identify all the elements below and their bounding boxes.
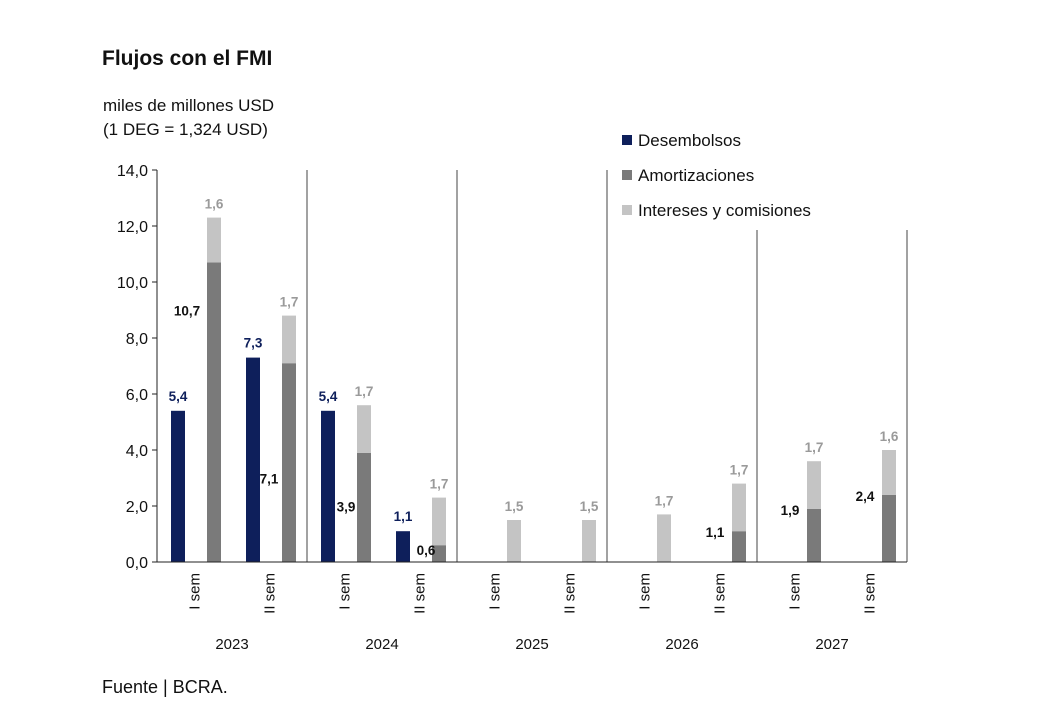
legend-desembolsos-label: Desembolsos [638,131,741,150]
bar-amortizaciones [807,508,821,562]
category-label: I sem [487,573,504,610]
chart-title: Flujos con el FMI [102,47,273,70]
label-intereses: 1,7 [355,384,374,399]
label-desembolsos: 1,1 [394,509,413,524]
y-tick-label: 10,0 [117,275,148,292]
year-label: 2024 [365,636,398,653]
label-intereses: 1,7 [655,493,674,508]
category-label: I sem [187,573,204,610]
label-desembolsos: 5,4 [169,389,188,404]
legend: Desembolsos Amortizaciones Intereses y com… [622,131,811,220]
category-label: II sem [862,573,879,614]
category-label: II sem [712,573,729,614]
label-intereses: 1,6 [880,429,899,444]
year-label: 2027 [815,636,848,653]
category-label: II sem [562,573,579,614]
unit-conversion-label: (1 DEG = 1,324 USD) [103,120,268,139]
label-intereses: 1,6 [205,197,224,212]
bar-desembolsos [171,410,185,562]
legend-intereses-swatch [622,205,632,215]
label-desembolsos: 7,3 [244,336,263,351]
label-intereses: 1,5 [505,499,524,514]
legend-amortizaciones-swatch [622,170,632,180]
bar-amortizaciones [882,494,896,562]
bar-desembolsos [321,410,335,562]
bars [171,217,896,562]
axes: 0,0 2,0 4,0 6,0 8,0 10,0 12,0 14,0 2023 2024 2025 2… [117,163,907,653]
label-amortizaciones: 2,4 [856,489,875,504]
bar-desembolsos [246,357,260,562]
bar-intereses [357,405,371,453]
bar-amortizaciones [357,452,371,562]
label-intereses: 1,7 [280,295,299,310]
y-tick-label: 2,0 [126,499,148,516]
bar-intereses [732,483,746,532]
category-label: I sem [637,573,654,610]
unit-label: miles de millones USD [103,96,274,115]
data-labels: 5,4 1,6 10,7 7,3 1,7 7,1 5,4 1,7 3,9 1,1 1,7 0,6 1,5… [169,197,899,558]
bar-intereses [807,461,821,509]
year-label: 2025 [515,636,548,653]
label-amortizaciones: 7,1 [260,472,279,487]
y-tick-label: 6,0 [126,387,148,404]
bar-intereses [582,520,596,562]
legend-desembolsos-swatch [622,135,632,145]
year-separators [306,170,908,562]
year-label: 2026 [665,636,698,653]
y-tick-label: 0,0 [126,555,148,572]
y-tick-label: 12,0 [117,219,148,236]
bar-intereses [507,520,521,562]
bar-intereses [882,450,896,495]
legend-amortizaciones-label: Amortizaciones [638,166,754,185]
bar-intereses [432,497,446,546]
bar-intereses [207,217,221,263]
y-tick-label: 14,0 [117,163,148,180]
year-label: 2023 [215,636,248,653]
label-amortizaciones: 0,6 [417,543,436,558]
bar-amortizaciones [732,531,746,562]
category-label: II sem [412,573,429,614]
y-tick-label: 4,0 [126,443,148,460]
category-label: I sem [337,573,354,610]
label-intereses: 1,7 [805,440,824,455]
label-amortizaciones: 1,9 [781,503,800,518]
legend-intereses-label: Intereses y comisiones [638,201,811,220]
label-amortizaciones: 1,1 [706,525,725,540]
label-amortizaciones: 10,7 [174,304,200,319]
bar-amortizaciones [282,363,296,562]
category-label: II sem [262,573,279,614]
label-intereses: 1,5 [580,499,599,514]
label-amortizaciones: 3,9 [337,500,356,515]
bar-amortizaciones [207,262,221,562]
category-label: I sem [787,573,804,610]
bar-desembolsos [396,531,410,562]
bar-intereses [657,514,671,562]
bar-intereses [282,315,296,364]
label-intereses: 1,7 [730,463,749,478]
bar-amortizaciones [432,545,446,562]
source-note: Fuente | BCRA. [102,677,228,697]
y-tick-label: 8,0 [126,331,148,348]
label-intereses: 1,7 [430,477,449,492]
label-desembolsos: 5,4 [319,389,338,404]
